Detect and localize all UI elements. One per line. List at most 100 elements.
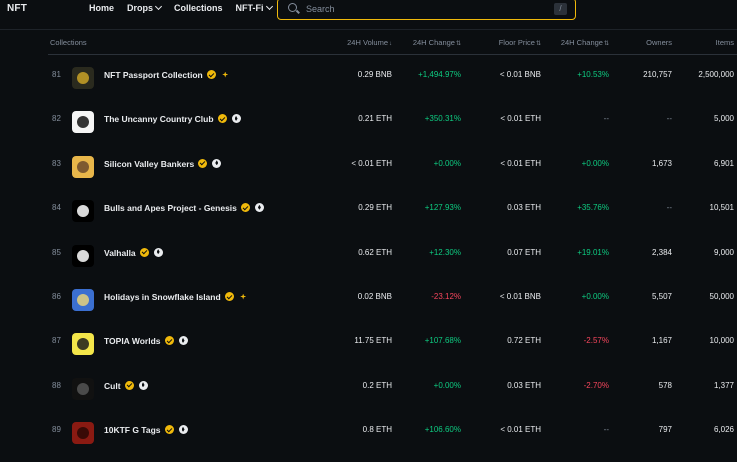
chevron-down-icon <box>265 2 273 11</box>
table-row[interactable]: 82 The Uncanny Country Club 0.21 ETH +350.… <box>48 98 737 142</box>
verified-badge-icon <box>139 247 149 257</box>
row-volume: 0.29 ETH <box>358 203 392 213</box>
table-row[interactable]: 81 NFT Passport Collection 0.29 BNB +1,494… <box>48 54 737 98</box>
row-floor-change: -2.57% <box>583 336 609 346</box>
row-floor-change: +0.00% <box>581 158 609 168</box>
header-floor-label: Floor Price <box>498 38 535 47</box>
collection-name[interactable]: Holidays in Snowflake Island <box>104 292 248 302</box>
row-volume: 0.8 ETH <box>362 425 392 435</box>
collection-name[interactable]: Bulls and Apes Project - Genesis <box>104 203 264 213</box>
eth-chain-icon <box>231 114 241 124</box>
collection-name[interactable]: Silicon Valley Bankers <box>104 158 222 169</box>
collection-thumbnail[interactable] <box>72 200 94 223</box>
collection-thumbnail[interactable] <box>72 333 94 356</box>
row-volume: 11.75 ETH <box>354 336 392 346</box>
collection-name-text: 10KTF G Tags <box>104 425 161 436</box>
table-row[interactable]: 87 TOPIA Worlds 11.75 ETH +107.68% 0.72 ETH… <box>48 320 737 364</box>
header-change[interactable]: 24H Change⇅ <box>413 38 461 47</box>
collection-name-text: Cult <box>104 380 121 391</box>
collection-name[interactable]: Valhalla <box>104 247 163 258</box>
collection-thumbnail[interactable] <box>72 377 94 400</box>
header-collections: Collections <box>50 38 87 47</box>
search-box[interactable]: / <box>277 0 576 20</box>
row-change: +107.68% <box>424 336 461 346</box>
row-change: +127.93% <box>424 203 461 213</box>
row-rank: 88 <box>52 380 61 390</box>
header-floor-change-label: 24H Change <box>560 38 603 47</box>
table-row[interactable]: 83 Silicon Valley Bankers < 0.01 ETH +0.00… <box>48 143 737 187</box>
collection-name-text: Valhalla <box>104 247 136 258</box>
collection-name[interactable]: The Uncanny Country Club <box>104 114 241 124</box>
nav-collections-label: Collections <box>174 3 223 13</box>
nav-drops[interactable]: Drops <box>127 2 163 13</box>
collection-avatar-icon <box>77 382 89 395</box>
collection-name[interactable]: 10KTF G Tags <box>104 425 188 435</box>
nft-logo[interactable]: NFT <box>7 3 28 14</box>
collection-name-text: Bulls and Apes Project - Genesis <box>104 203 237 214</box>
collection-thumbnail[interactable] <box>72 67 94 89</box>
row-rank: 86 <box>52 292 61 301</box>
row-floor-change: +10.53% <box>577 70 609 79</box>
row-rank: 87 <box>52 336 61 346</box>
collection-thumbnail[interactable] <box>72 155 94 178</box>
verified-badge-icon <box>164 336 174 346</box>
header-volume-label: 24H Volume <box>347 38 388 47</box>
row-floor-price: < 0.01 ETH <box>500 158 541 168</box>
collection-name[interactable]: NFT Passport Collection <box>104 70 230 80</box>
verified-badge-icon <box>217 114 227 124</box>
verified-badge-icon <box>224 292 234 301</box>
table-row[interactable]: 88 Cult 0.2 ETH +0.00% 0.03 ETH -2.70% 578 1,3… <box>48 365 737 409</box>
row-items: 6,026 <box>713 425 734 435</box>
row-change: -23.12% <box>431 292 461 301</box>
collection-avatar-icon <box>77 338 89 351</box>
table-row[interactable]: 89 10KTF G Tags 0.8 ETH +106.60% < 0.01 ETH… <box>48 409 737 453</box>
collection-thumbnail[interactable] <box>72 244 94 267</box>
row-floor-price: < 0.01 BNB <box>499 292 541 301</box>
header-floor-change[interactable]: 24H Change⇅ <box>561 38 609 47</box>
row-change: +0.00% <box>433 380 461 390</box>
eth-chain-icon <box>138 380 148 390</box>
collection-avatar-icon <box>77 205 89 218</box>
header-floor[interactable]: Floor Price⇅ <box>499 38 541 47</box>
search-shortcut-key: / <box>554 3 567 15</box>
nav-nft-fi[interactable]: NFT-Fi <box>236 2 273 13</box>
table-row[interactable]: 85 Valhalla 0.62 ETH +12.30% 0.07 ETH +19.01… <box>48 232 737 276</box>
nav-home[interactable]: Home <box>89 3 114 13</box>
row-items: 5,000 <box>713 114 734 124</box>
row-rank: 81 <box>52 70 61 79</box>
verified-badge-icon <box>164 425 174 435</box>
collection-avatar-icon <box>77 249 89 262</box>
row-rank: 83 <box>52 158 61 168</box>
search-input[interactable] <box>306 1 546 17</box>
table-row[interactable]: 86 Holidays in Snowflake Island 0.02 BNB -… <box>48 276 737 320</box>
row-owners: 2,384 <box>651 247 672 257</box>
verified-badge-icon <box>124 380 134 390</box>
sort-icon: ⇅ <box>603 41 609 47</box>
row-volume: < 0.01 ETH <box>351 158 392 168</box>
header-volume[interactable]: 24H Volume↓ <box>347 38 392 47</box>
collection-thumbnail[interactable] <box>72 422 94 445</box>
row-owners: -- <box>666 203 672 213</box>
row-floor-price: 0.03 ETH <box>507 203 541 213</box>
collection-avatar-icon <box>77 294 89 306</box>
row-floor-price: < 0.01 ETH <box>500 425 541 435</box>
row-floor-change: +0.00% <box>581 292 609 301</box>
row-floor-price: 0.07 ETH <box>507 247 541 257</box>
table-row[interactable]: 84 Bulls and Apes Project - Genesis 0.29 … <box>48 187 737 231</box>
header-divider <box>0 29 737 30</box>
row-floor-price: 0.03 ETH <box>507 380 541 390</box>
row-rank: 84 <box>52 203 61 213</box>
collection-name-text: Holidays in Snowflake Island <box>104 292 221 302</box>
row-volume: 0.62 ETH <box>358 247 392 257</box>
collection-thumbnail[interactable] <box>72 289 94 311</box>
collection-name[interactable]: Cult <box>104 380 148 391</box>
bnb-chain-icon <box>221 70 230 79</box>
row-floor-change: -2.70% <box>583 380 609 390</box>
collection-name[interactable]: TOPIA Worlds <box>104 336 188 346</box>
collection-thumbnail[interactable] <box>72 111 94 134</box>
nav-collections[interactable]: Collections <box>174 3 223 13</box>
header-items: Items <box>715 38 734 47</box>
eth-chain-icon <box>178 336 188 346</box>
collection-avatar-icon <box>77 427 89 440</box>
row-floor-price: 0.72 ETH <box>507 336 541 346</box>
